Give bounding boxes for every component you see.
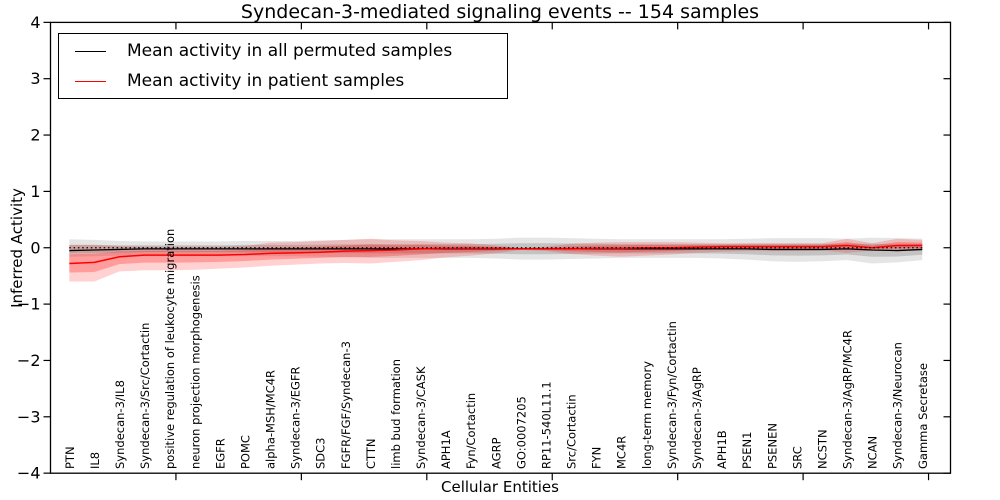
x-axis-label: Cellular Entities — [441, 478, 559, 496]
y-axis-label: Inferred Activity — [8, 188, 26, 308]
x-category-label: Syndecan-3/Fyn/Cortactin — [665, 321, 679, 469]
x-category-label: SRC — [790, 446, 804, 469]
x-category-label: alpha-MSH/MC4R — [264, 370, 278, 469]
x-category-label: Src/Cortactin — [565, 394, 579, 469]
legend-line-swatch-patient — [75, 80, 106, 82]
x-category-label: limb bud formation — [389, 359, 403, 469]
legend-label-patient: Mean activity in patient samples — [127, 71, 405, 91]
y-tick-label: −3 — [17, 407, 41, 426]
legend-item-patient: Mean activity in patient samples — [59, 66, 507, 96]
chart-title: Syndecan-3-mediated signaling events -- … — [240, 1, 760, 23]
x-category-label: AGRP — [489, 437, 503, 469]
x-category-label: PSENEN — [765, 423, 779, 469]
x-category-label: GO:0007205 — [514, 396, 528, 469]
x-category-label: EGFR — [213, 438, 227, 469]
x-category-label: SDC3 — [314, 437, 328, 469]
y-tick-label: −1 — [17, 295, 41, 314]
x-category-label: PSEN1 — [740, 432, 754, 469]
y-tick-label: −4 — [17, 464, 41, 483]
x-category-label: CTTN — [364, 439, 378, 469]
x-category-label: Fyn/Cortactin — [464, 393, 478, 469]
y-tick-label: 3 — [30, 69, 40, 88]
x-category-label: NCSTN — [815, 429, 829, 469]
x-category-label: Syndecan-3/AgRP — [690, 367, 704, 469]
x-category-label: POMC — [238, 435, 252, 469]
x-category-label: NCAN — [866, 436, 880, 469]
series-band-inner-patient — [69, 242, 923, 273]
y-tick-label: 4 — [30, 13, 40, 32]
x-category-label: APH1A — [439, 430, 453, 469]
series-band-outer-permuted — [69, 237, 923, 264]
x-category-label: long-term memory — [640, 361, 654, 469]
chart-legend: Mean activity in all permuted samples Me… — [58, 33, 508, 99]
y-tick-label: 1 — [30, 182, 40, 201]
x-category-label: FYN — [590, 447, 604, 469]
x-category-label: Syndecan-3/IL8 — [113, 380, 127, 469]
legend-line-swatch-permuted — [75, 50, 106, 52]
x-category-label: Syndecan-3/Src/Cortactin — [138, 323, 152, 469]
y-tick-label: 2 — [30, 126, 40, 145]
x-category-label: RP11-540L11.1 — [539, 381, 553, 469]
x-category-label: Syndecan-3/Neurocan — [891, 342, 905, 469]
x-category-label: Syndecan-3/CASK — [414, 366, 428, 469]
x-category-label: MC4R — [615, 436, 629, 469]
legend-item-permuted: Mean activity in all permuted samples — [59, 36, 507, 66]
x-category-label: neuron projection morphogenesis — [188, 275, 202, 469]
x-category-label: Syndecan-3/EGFR — [289, 366, 303, 469]
x-category-label: APH1B — [715, 430, 729, 469]
y-tick-label: 0 — [30, 238, 40, 257]
x-category-label: positive regulation of leukocyte migrati… — [163, 229, 177, 469]
y-tick-label: −2 — [17, 351, 41, 370]
x-category-label: Syndecan-3/AgRP/MC4R — [841, 330, 855, 469]
x-category-label: PTN — [63, 446, 77, 469]
x-category-label: IL8 — [88, 452, 102, 469]
x-category-label: FGFR/FGF/Syndecan-3 — [339, 341, 353, 469]
x-category-label: Gamma Secretase — [916, 363, 930, 469]
legend-label-permuted: Mean activity in all permuted samples — [127, 41, 453, 61]
